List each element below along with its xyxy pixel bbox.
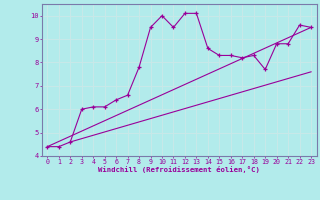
X-axis label: Windchill (Refroidissement éolien,°C): Windchill (Refroidissement éolien,°C) xyxy=(98,166,260,173)
